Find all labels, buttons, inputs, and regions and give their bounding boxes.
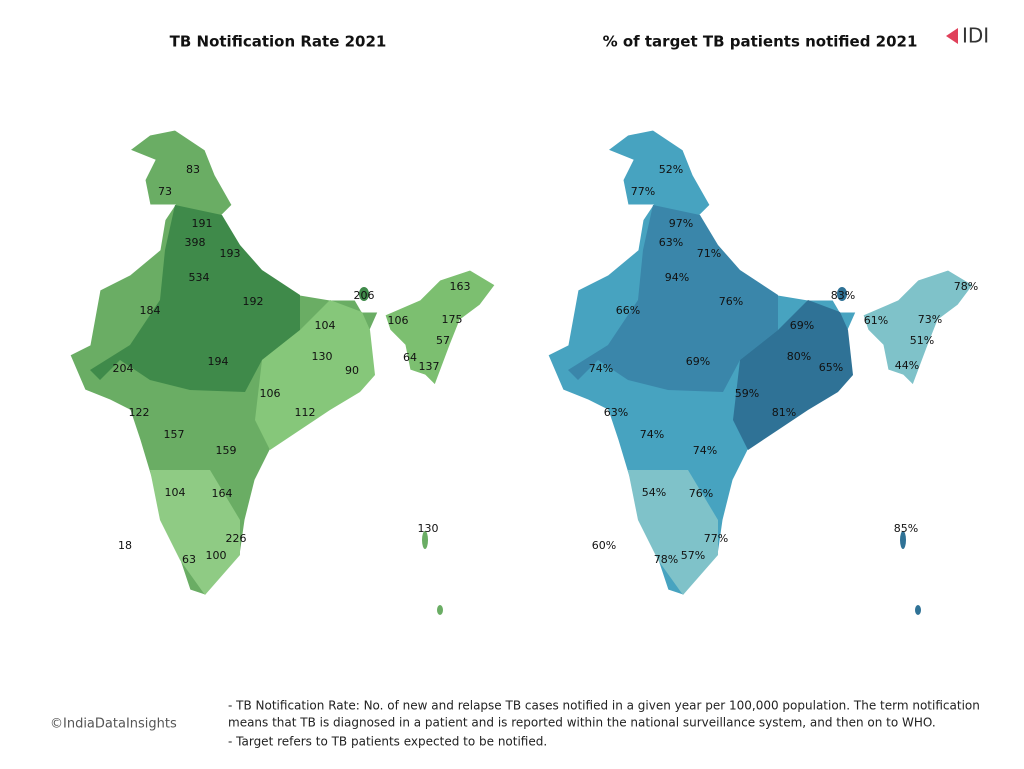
- region-label: 18: [118, 539, 132, 552]
- region: [359, 287, 369, 301]
- island: [422, 531, 428, 549]
- right-map: [547, 129, 974, 615]
- region-label: 83: [186, 163, 200, 176]
- region-label: 194: [208, 355, 229, 368]
- region-label: 76%: [719, 295, 743, 308]
- region-label: 65%: [819, 361, 843, 374]
- region-label: 61%: [864, 314, 888, 327]
- island: [900, 531, 906, 549]
- region-label: 193: [220, 247, 241, 260]
- region: [384, 269, 496, 386]
- region-label: 63%: [604, 406, 628, 419]
- region-label: 44%: [895, 359, 919, 372]
- region-label: 80%: [787, 350, 811, 363]
- region-label: 69%: [790, 319, 814, 332]
- region-label: 206: [354, 289, 375, 302]
- logo-icon: [946, 28, 958, 44]
- logo: IDI: [962, 24, 989, 48]
- island: [437, 605, 443, 615]
- region-label: 77%: [704, 532, 728, 545]
- right-title: % of target TB patients notified 2021: [603, 33, 918, 51]
- region-label: 74%: [640, 428, 664, 441]
- region-label: 184: [140, 304, 161, 317]
- region-label: 57%: [681, 549, 705, 562]
- region-label: 137: [419, 360, 440, 373]
- region-label: 226: [226, 532, 247, 545]
- region-label: 106: [388, 314, 409, 327]
- region-label: 64: [403, 351, 417, 364]
- region-label: 112: [295, 406, 316, 419]
- region-label: 534: [189, 271, 210, 284]
- region-label: 71%: [697, 247, 721, 260]
- island: [915, 605, 921, 615]
- region-label: 192: [243, 295, 264, 308]
- region-label: 60%: [592, 539, 616, 552]
- region-label: 74%: [693, 444, 717, 457]
- region-label: 77%: [631, 185, 655, 198]
- region-label: 76%: [689, 487, 713, 500]
- region-label: 97%: [669, 217, 693, 230]
- region-label: 73%: [918, 313, 942, 326]
- region-label: 100: [206, 549, 227, 562]
- region-label: 73: [158, 185, 172, 198]
- region-label: 78%: [654, 553, 678, 566]
- region-label: 130: [312, 350, 333, 363]
- region-label: 159: [216, 444, 237, 457]
- region-label: 106: [260, 387, 281, 400]
- region-label: 104: [315, 319, 336, 332]
- region: [837, 287, 847, 301]
- region-label: 104: [165, 486, 186, 499]
- region-label: 398: [185, 236, 206, 249]
- note: - Target refers to TB patients expected …: [228, 735, 547, 749]
- region-label: 122: [129, 406, 150, 419]
- region-label: 83%: [831, 289, 855, 302]
- region-label: 63%: [659, 236, 683, 249]
- region-label: 90: [345, 364, 359, 377]
- left-title: TB Notification Rate 2021: [170, 33, 387, 51]
- labels: 83 73 191 398 193 534 192 184 206 163 104 106 175 57 1…: [113, 163, 979, 566]
- region-label: 204: [113, 362, 134, 375]
- note: means that TB is diagnosed in a patient …: [228, 716, 936, 730]
- region-label: 78%: [954, 280, 978, 293]
- region-label: 130: [418, 522, 439, 535]
- region-label: 94%: [665, 271, 689, 284]
- region-label: 66%: [616, 304, 640, 317]
- region-label: 164: [212, 487, 233, 500]
- region-label: 191: [192, 217, 213, 230]
- credit: ©IndiaDataInsights: [50, 717, 177, 732]
- region-label: 57: [436, 334, 450, 347]
- region-label: 59%: [735, 387, 759, 400]
- region-label: 63: [182, 553, 196, 566]
- left-map: [69, 129, 496, 615]
- region-label: 69%: [686, 355, 710, 368]
- note: - TB Notification Rate: No. of new and r…: [228, 699, 980, 713]
- region-label: 175: [442, 313, 463, 326]
- region-label: 51%: [910, 334, 934, 347]
- region-label: 52%: [659, 163, 683, 176]
- region-label: 74%: [589, 362, 613, 375]
- region-label: 163: [450, 280, 471, 293]
- region-label: 54%: [642, 486, 666, 499]
- region-label: 157: [164, 428, 185, 441]
- region-label: 85%: [894, 522, 918, 535]
- region-label: 81%: [772, 406, 796, 419]
